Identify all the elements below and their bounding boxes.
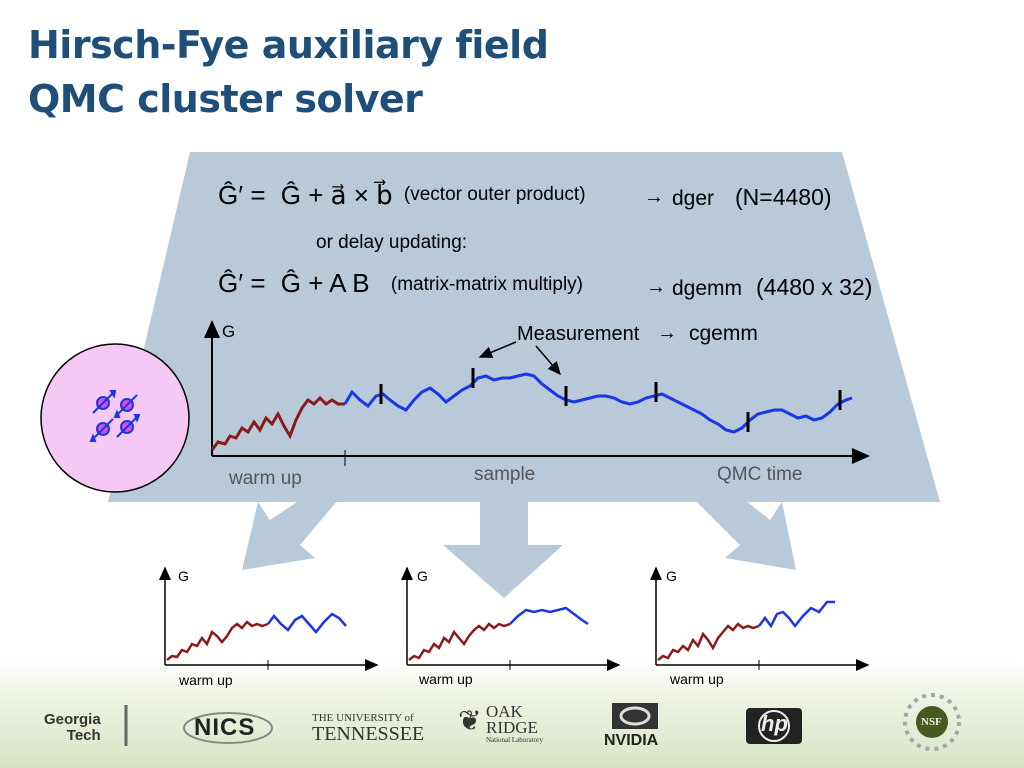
small-plot-1-x-label: warm up: [179, 672, 233, 688]
title-line-1: Hirsch-Fye auxiliary field: [28, 23, 549, 67]
nics-text: NICS: [194, 714, 256, 741]
oak-ridge-line-3: National Laboratory: [486, 736, 543, 744]
sample-curve: [343, 372, 853, 434]
oak-ridge-text: OAK RIDGE National Laboratory: [486, 702, 543, 745]
x-label-warmup: warm up: [229, 468, 302, 489]
small-plot-1: [159, 566, 379, 671]
oak-ridge-line-1: OAK: [486, 702, 523, 721]
tennessee-line-1: THE UNIVERSITY of: [312, 712, 414, 724]
footer-band: [0, 660, 1024, 768]
georgia-tech-line-2: Tech: [66, 727, 101, 744]
small-plot-2-y-label: G: [417, 568, 428, 584]
measurement-pointers: [478, 341, 561, 376]
eq1-note: (vector outer product): [403, 184, 586, 205]
small-plot-3-x-label: warm up: [670, 671, 724, 687]
down-arrow-left: [242, 500, 338, 570]
measurement-arrow: →: [657, 322, 677, 344]
equation-matrix-multiply: Ĝ′ = Ĝ + A B (matrix-matrix multiply): [218, 268, 583, 299]
measurement-ticks: [379, 368, 842, 432]
eq2-size: (4480 x 32): [756, 274, 873, 300]
main-panel: [108, 152, 940, 502]
tennessee-text: THE UNIVERSITY of TENNESSEE: [312, 712, 424, 744]
oak-leaf-icon: ❦: [458, 705, 482, 736]
georgia-tech-text: Georgia Tech: [44, 712, 101, 744]
equation-outer-product: Ĝ′ = Ĝ + a⃗ × b⃗ (vector outer product): [218, 180, 586, 211]
title-line-2: QMC cluster solver: [28, 77, 423, 121]
eq2-rhs: Ĝ + A B: [280, 268, 370, 298]
eq2-lhs: Ĝ′ =: [218, 268, 266, 298]
measurement-label: Measurement: [517, 323, 640, 345]
main-plot-y-label: G: [222, 322, 236, 341]
eq1-arrow: →: [644, 186, 664, 208]
eq2-note: (matrix-matrix multiply): [390, 274, 583, 295]
small-plot-3-y-label: G: [666, 568, 677, 584]
x-label-qmc-time: QMC time: [717, 464, 803, 485]
page-title: Hirsch-Fye auxiliary field QMC cluster s…: [28, 18, 549, 126]
nsf-logo: [903, 693, 961, 751]
eq1-lhs: Ĝ′ =: [218, 180, 266, 210]
nvidia-text: NVIDIA: [604, 732, 659, 749]
small-plot-3: [650, 566, 870, 671]
eq2-routine: dgemm: [672, 277, 743, 300]
nvidia-logo: [612, 703, 658, 729]
down-arrow-middle: [443, 500, 563, 598]
down-arrow-right: [695, 500, 796, 570]
oak-ridge-line-2: RIDGE: [486, 718, 538, 737]
eq1-routine: dger: [672, 187, 715, 210]
small-plot-2-x-label: warm up: [419, 671, 473, 687]
nsf-text: NSF: [921, 716, 942, 728]
small-plot-2: [401, 566, 621, 671]
small-plot-1-y-label: G: [178, 568, 189, 584]
cluster-icon: [40, 343, 190, 493]
x-label-sample: sample: [474, 464, 536, 485]
georgia-tech-line-1: Georgia: [44, 711, 101, 728]
eq1-rhs: Ĝ + a⃗ × b⃗: [280, 180, 393, 210]
tennessee-line-2: TENNESSEE: [312, 723, 425, 745]
eq2-arrow: →: [646, 276, 666, 298]
main-plot-axes: [204, 320, 870, 466]
hp-text: hp: [761, 711, 788, 736]
warmup-curve: [210, 395, 345, 451]
hp-logo: [746, 708, 802, 744]
delay-updating-label: or delay updating:: [316, 232, 468, 253]
eq1-size: (N=4480): [735, 184, 832, 210]
nics-logo: [183, 712, 273, 744]
measurement-routine: cgemm: [689, 322, 758, 345]
